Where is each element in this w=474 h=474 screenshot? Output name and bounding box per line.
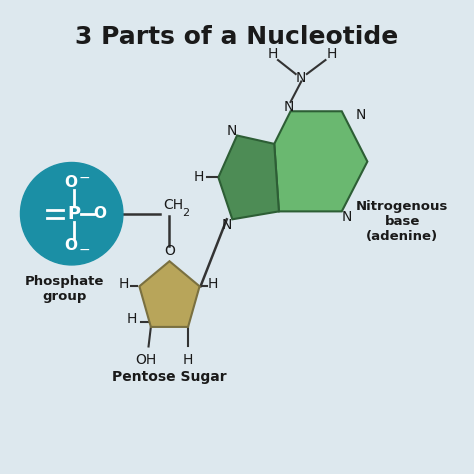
- Text: O: O: [64, 238, 77, 253]
- Text: Pentose Sugar: Pentose Sugar: [112, 370, 227, 384]
- Text: P: P: [67, 205, 81, 223]
- Text: H: H: [326, 47, 337, 62]
- Text: Phosphate
group: Phosphate group: [25, 275, 104, 303]
- Text: N: N: [221, 219, 232, 232]
- Text: N: N: [356, 108, 366, 122]
- Text: −: −: [79, 170, 90, 184]
- Polygon shape: [219, 136, 279, 219]
- Text: H: H: [194, 170, 204, 184]
- Text: CH: CH: [164, 198, 183, 212]
- Text: H: H: [208, 277, 219, 291]
- Text: H: H: [267, 47, 278, 62]
- Text: N: N: [226, 124, 237, 138]
- Text: −: −: [79, 243, 90, 257]
- Text: 3 Parts of a Nucleotide: 3 Parts of a Nucleotide: [75, 25, 399, 49]
- Text: H: H: [127, 311, 137, 326]
- Text: 2: 2: [182, 208, 189, 218]
- Text: N: N: [341, 210, 352, 225]
- Text: Nitrogenous
base
(adenine): Nitrogenous base (adenine): [356, 200, 448, 243]
- Text: N: N: [296, 71, 307, 85]
- Polygon shape: [274, 111, 367, 211]
- Text: OH: OH: [136, 353, 157, 366]
- Text: O: O: [93, 206, 106, 221]
- Circle shape: [20, 163, 123, 265]
- Text: H: H: [119, 277, 129, 291]
- Text: O: O: [164, 244, 175, 258]
- Polygon shape: [139, 261, 200, 327]
- Text: H: H: [183, 353, 193, 366]
- Text: O: O: [64, 174, 77, 190]
- Text: N: N: [284, 100, 294, 114]
